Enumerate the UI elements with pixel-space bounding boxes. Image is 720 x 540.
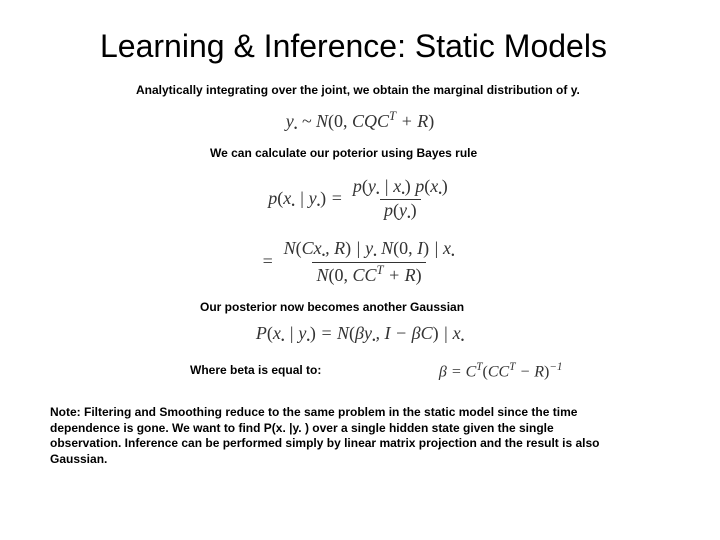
text-marginal: Analytically integrating over the joint,… bbox=[136, 83, 660, 99]
bayes-frac2: N(Cx•, R) | y• N(0, I) | x• N(0, CCT + R… bbox=[280, 238, 459, 286]
slide: Learning & Inference: Static Models Anal… bbox=[0, 0, 720, 540]
bayes-frac1: p(y• | x•) p(x•) p(y•) bbox=[349, 176, 452, 224]
text-beta-label: Where beta is equal to: bbox=[190, 363, 321, 379]
bayes-eq2: = bbox=[261, 251, 273, 272]
formula-bayes-row1: p(x• | y•) = p(y• | x•) p(x•) p(y•) bbox=[268, 176, 452, 224]
text-calc: We can calculate our poterior using Baye… bbox=[210, 146, 660, 162]
slide-title: Learning & Inference: Static Models bbox=[100, 28, 660, 65]
text-posterior: Our posterior now becomes another Gaussi… bbox=[200, 300, 660, 316]
formula-bayes-row2: = N(Cx•, R) | y• N(0, I) | x• N(0, CCT +… bbox=[261, 238, 458, 286]
bayes-num1: p(y• | x•) p(x•) bbox=[349, 176, 452, 200]
formula-posterior: P(x• | y•) = N(βy•, I − βC) | x• bbox=[60, 323, 660, 347]
bayes-den1: p(y•) bbox=[380, 199, 421, 224]
bayes-num2: N(Cx•, R) | y• N(0, I) | x• bbox=[280, 238, 459, 262]
bayes-den2: N(0, CCT + R) bbox=[312, 262, 425, 286]
formula-beta: β = CT(CCT − R)−1 bbox=[439, 361, 563, 381]
formula-bayes: p(x• | y•) = p(y• | x•) p(x•) p(y•) = N(… bbox=[60, 170, 660, 292]
bayes-lhs: p(x• | y•) = bbox=[268, 188, 343, 212]
formula-marginal: y• ~ N(0, CQCT + R) bbox=[60, 109, 660, 135]
beta-row: Where beta is equal to: β = CT(CCT − R)−… bbox=[190, 355, 660, 387]
text-note: Note: Filtering and Smoothing reduce to … bbox=[50, 405, 620, 467]
